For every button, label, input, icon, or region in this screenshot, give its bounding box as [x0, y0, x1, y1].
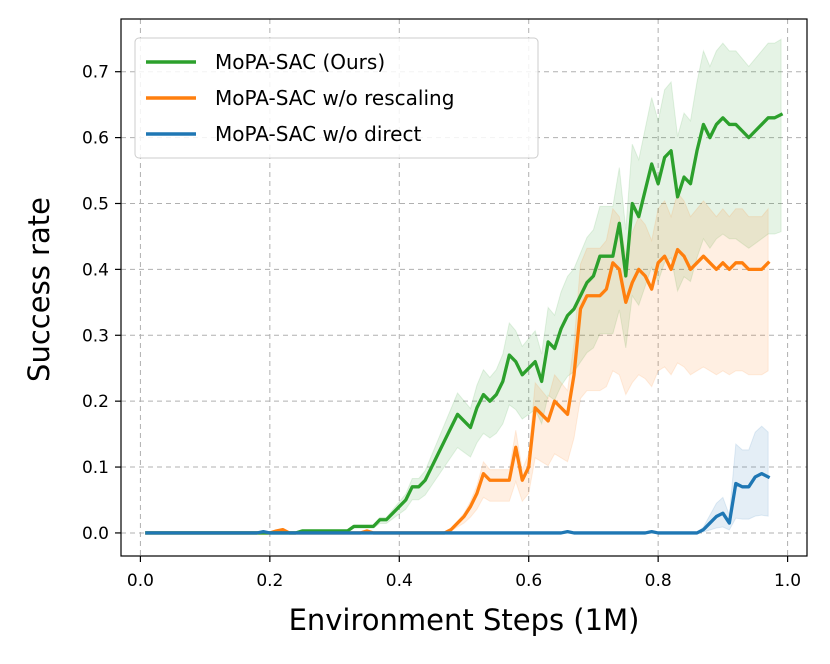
y-tick-label: 0.2	[82, 392, 109, 412]
x-tick-label: 0.2	[256, 571, 283, 591]
y-tick-label: 0.0	[82, 524, 109, 544]
plot-frame	[120, 18, 808, 557]
x-tick-label: 0.0	[127, 571, 154, 591]
x-tick-label: 0.4	[386, 571, 413, 591]
band-series-1	[146, 191, 769, 534]
y-tick-label: 0.5	[82, 194, 109, 214]
legend: MoPA-SAC (Ours) MoPA-SAC w/o rescaling MoP…	[134, 37, 539, 159]
x-axis-label: Environment Steps (1M)	[289, 603, 640, 637]
series-lines	[145, 112, 784, 535]
y-tick-label: 0.7	[82, 63, 109, 83]
legend-box	[134, 37, 539, 159]
y-axis-label: Success rate	[22, 197, 56, 382]
line-series-2	[145, 471, 771, 535]
y-tick-label: 0.6	[82, 129, 109, 149]
x-axis-ticks: 0.0 0.2 0.4 0.6 0.8 1.0	[127, 556, 801, 591]
x-tick-label: 0.6	[515, 571, 542, 591]
legend-label-1: MoPA-SAC w/o rescaling	[215, 86, 454, 110]
y-axis-ticks: 0.0 0.1 0.2 0.3 0.4 0.5 0.6 0.7	[82, 63, 121, 544]
x-tick-label: 1.0	[774, 571, 801, 591]
y-tick-label: 0.1	[82, 458, 109, 478]
x-tick-label: 0.8	[645, 571, 672, 591]
legend-label-0: MoPA-SAC (Ours)	[215, 50, 385, 74]
y-tick-label: 0.3	[82, 326, 109, 346]
legend-label-2: MoPA-SAC w/o direct	[215, 122, 421, 146]
y-tick-label: 0.4	[82, 260, 109, 280]
